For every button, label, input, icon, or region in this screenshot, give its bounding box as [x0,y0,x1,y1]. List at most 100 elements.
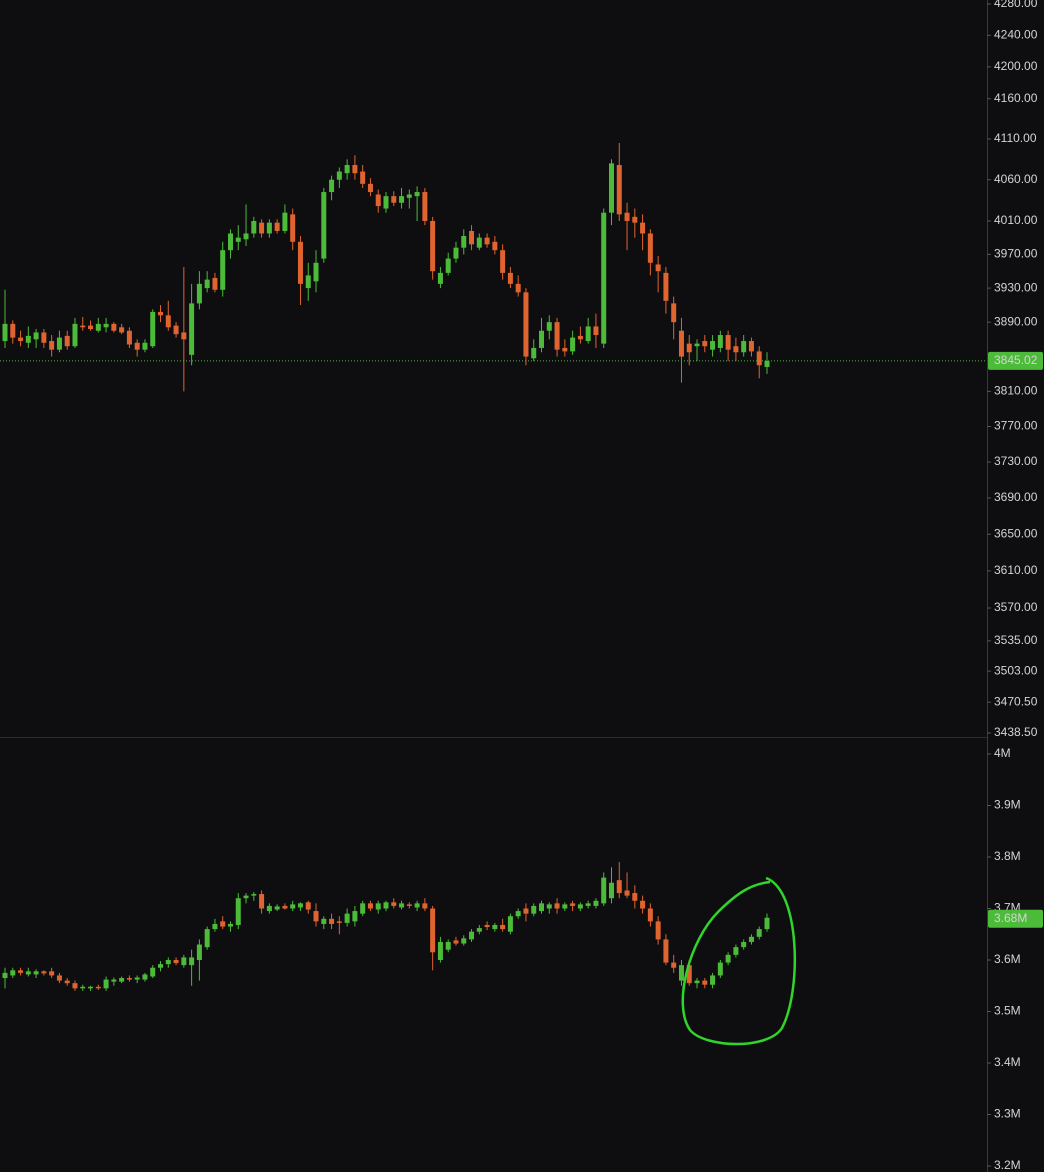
candle-body [360,171,366,184]
candle-body [80,325,86,328]
candle-body [469,230,475,245]
candle-body [266,222,272,234]
candle-body [336,921,342,923]
candle-body [173,325,179,335]
candle-body [321,918,327,924]
y-tick-label: 3.3M [994,1107,1021,1121]
y-tick-label: 4010.00 [994,213,1038,227]
candle-body [41,971,47,974]
candle-body [10,323,16,338]
candle-body [95,323,101,331]
candle-body [445,258,451,273]
candle-body [756,351,762,366]
candle-body [585,903,591,906]
candle-body [49,341,55,350]
y-tick-label: 3.9M [994,798,1021,812]
candle-body [243,895,249,899]
candle-body [103,979,109,989]
candle-body [523,292,529,357]
candle-body [577,335,583,340]
candle-body [305,275,311,289]
candle-body [33,971,39,975]
candle-body [282,905,288,909]
candle-body [694,343,700,347]
candle-body [181,957,187,966]
y-tick-label: 3730.00 [994,454,1038,468]
candle-body [748,341,754,352]
last-value-box [988,909,1043,928]
candle-body [577,904,583,909]
candle-body [259,894,265,909]
candle-body [492,924,498,930]
candle-body [663,939,669,963]
candle-body [220,921,226,927]
candle-body [694,980,700,984]
candle-body [616,880,622,894]
candle-body [150,311,156,347]
candle-body [593,326,599,336]
candle-body [336,171,342,180]
candle-body [570,903,576,906]
candle-body [523,908,529,914]
candle-body [64,980,70,984]
candle-body [647,233,653,263]
candle-body [305,902,311,910]
candle-body [126,330,132,345]
candle-body [352,164,358,174]
candle-body [321,192,327,259]
candle-body [282,212,288,231]
candle-body [430,908,436,953]
candle-body [274,906,280,910]
candle-body [111,323,117,331]
candle-body [406,904,412,906]
candle-body [259,222,265,234]
y-tick-label: 3650.00 [994,526,1038,540]
candle-body [212,923,218,930]
candle-body [756,929,762,937]
candle-body [453,247,459,259]
candle-body [134,977,140,980]
candle-body [80,986,86,989]
y-tick-label: 4M [994,746,1011,760]
candle-body [220,250,226,290]
candle-body [702,341,708,347]
candle-body [562,904,568,909]
candle-body [406,194,412,198]
candle-body [608,882,614,899]
candle-body [25,335,31,343]
y-tick-label: 3535.00 [994,633,1038,647]
candle-body [515,283,521,293]
candle-body [554,903,560,909]
y-tick-label: 3890.00 [994,314,1038,328]
candle-body [95,986,101,989]
candle-body [375,903,381,910]
candle-body [297,241,303,284]
candle-body [227,233,233,251]
candle-body [531,905,537,914]
candle-body [710,975,716,985]
candle-body [632,893,638,901]
candle-body [329,179,335,193]
candle-body [678,965,684,981]
candle-body [119,978,125,982]
y-tick-label: 3.8M [994,849,1021,863]
candle-body [717,335,723,348]
candle-body [235,898,241,925]
candle-body [10,970,16,976]
candle-body [515,911,521,917]
candle-body [461,938,467,944]
candle-body [671,962,677,968]
y-tick-label: 3470.50 [994,694,1038,708]
candle-body [601,877,607,904]
candle-body [344,164,350,174]
candle-body [601,212,607,344]
candle-body [33,332,39,340]
candle-body [313,911,319,922]
candle-body [422,192,428,221]
candle-body [243,233,249,240]
candle-body [111,979,117,982]
candle-body [733,947,739,955]
candle-body [608,163,614,213]
candle-body [414,903,420,908]
